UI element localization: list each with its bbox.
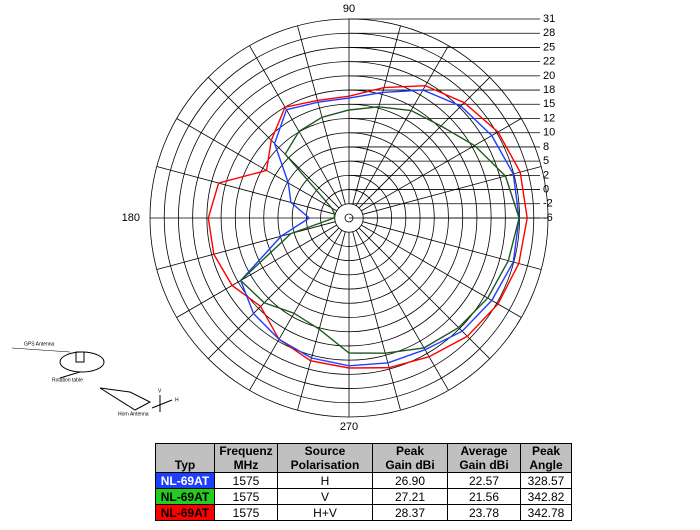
spoke	[156, 221, 336, 270]
spoke	[352, 231, 401, 411]
spoke	[249, 45, 343, 206]
r-tick-label: 25	[543, 41, 555, 53]
table-cell: 1575	[214, 504, 278, 521]
table-cell: 21.56	[447, 488, 521, 505]
pattern-line	[239, 106, 520, 354]
type-cell: NL-69AT	[155, 488, 215, 505]
header-cell: Typ	[155, 443, 215, 473]
spoke	[362, 166, 542, 215]
table-cell: 1575	[214, 488, 278, 505]
header-text: Peak	[531, 444, 561, 458]
table-row: NL-69AT 1575 V 27.21 21.56 342.82	[155, 488, 572, 505]
angle-label: 180	[122, 212, 140, 224]
table-cell: V	[277, 488, 373, 505]
table-cell: 27.21	[372, 488, 448, 505]
spoke	[297, 231, 346, 411]
header-text: Typ	[174, 458, 196, 472]
r-tick-label: 18	[543, 84, 555, 96]
table-cell: 342.82	[520, 488, 572, 505]
setup-diagram: GPS Antenna Rotation table Horn Antenna …	[11, 341, 179, 417]
spoke	[362, 221, 542, 270]
spoke	[352, 25, 401, 205]
r-tick-label: 12	[543, 112, 555, 124]
spoke	[249, 230, 343, 391]
spoke	[208, 227, 340, 359]
angle-label: 270	[340, 421, 358, 433]
spoke	[358, 77, 490, 209]
leader	[11, 347, 71, 353]
header-cell: Average Gain dBi	[447, 443, 521, 473]
r-tick-label: 10	[543, 127, 555, 139]
table-cell: 23.78	[447, 504, 521, 521]
r-tick-label: 20	[543, 70, 555, 82]
header-text: Polarisation	[290, 458, 360, 472]
spoke	[361, 224, 522, 318]
header-cell: Peak Angle	[520, 443, 572, 473]
header-cell: Peak Gain dBi	[372, 443, 448, 473]
header-text: MHz	[233, 458, 259, 472]
angle-label: 90	[343, 3, 355, 15]
r-tick-label: -2	[543, 198, 553, 210]
spoke	[156, 166, 336, 215]
spoke	[361, 118, 522, 212]
table-cell: H	[277, 472, 373, 489]
header-text: Gain dBi	[459, 458, 509, 472]
r-tick-label: 5	[543, 155, 549, 167]
table-cell: 328.57	[520, 472, 572, 489]
header-cell: Source Polarisation	[277, 443, 373, 473]
table-cell: H+V	[277, 504, 373, 521]
spoke	[358, 227, 490, 359]
table-cell: 342.78	[520, 504, 572, 521]
table-row: NL-69AT 1575 H+V 28.37 23.78 342.78	[155, 504, 572, 521]
header-text: Average	[460, 444, 508, 458]
r-tick-label: 2	[543, 169, 549, 181]
header-text: Angle	[529, 458, 563, 472]
diagram-label: GPS Antenna	[24, 341, 55, 347]
results-table: Typ Frequenz MHz Source Polarisation Peak Gain…	[155, 443, 572, 521]
header-text: Peak	[395, 444, 425, 458]
header-text: Source	[304, 444, 346, 458]
r-tick-label: 8	[543, 141, 549, 153]
spoke	[176, 118, 337, 212]
table-cell: 22.57	[447, 472, 521, 489]
r-tick-label: 31	[543, 13, 555, 25]
diagram-label: Horn Antenna	[118, 411, 149, 417]
table-cell: 26.90	[372, 472, 448, 489]
spoke	[355, 230, 449, 391]
chart: GPS Antenna Rotation table Horn Antenna …	[11, 3, 555, 433]
header-text: Frequenz	[219, 444, 273, 458]
gps-antenna-shape	[75, 351, 85, 363]
pattern-line	[239, 89, 520, 367]
r-tick-label: 15	[543, 98, 555, 110]
header-text: Gain dBi	[385, 458, 435, 472]
table-cell: 1575	[214, 472, 278, 489]
r-tick-label: 22	[543, 56, 555, 68]
spoke	[355, 45, 449, 206]
spoke	[297, 25, 346, 205]
table-row: NL-69AT 1575 H 26.90 22.57 328.57	[155, 472, 572, 489]
diagram-label: V	[158, 388, 162, 394]
diagram-label: Rotation table	[52, 377, 83, 383]
spoke	[208, 77, 340, 209]
header-cell: Frequenz MHz	[214, 443, 278, 473]
spoke	[176, 224, 337, 318]
pattern-line	[207, 84, 528, 369]
horn-shape	[59, 371, 152, 411]
diagram-label: H	[175, 397, 179, 403]
table-cell: 28.37	[372, 504, 448, 521]
r-tick-label: 28	[543, 27, 555, 39]
axis-h	[151, 399, 173, 409]
type-cell: NL-69AT	[155, 504, 215, 521]
type-cell: NL-69AT	[155, 472, 215, 489]
